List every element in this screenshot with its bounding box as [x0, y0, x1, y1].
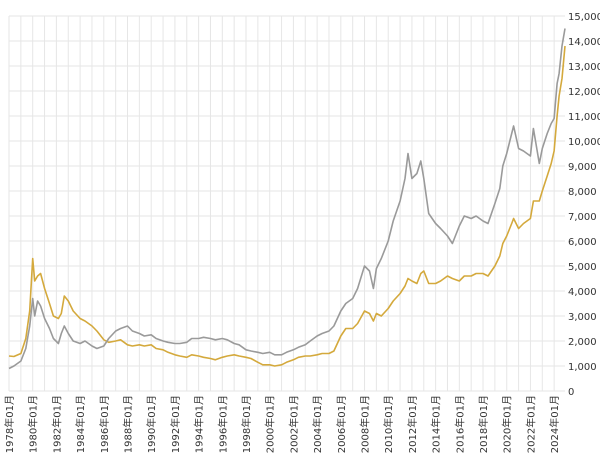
x-tick-label: 1994年01月	[193, 395, 206, 453]
y-tick-label: 2,000	[568, 337, 597, 348]
y-tick-label: 0	[568, 387, 574, 398]
y-tick-label: 7,000	[568, 212, 597, 223]
x-tick-label: 2022年01月	[524, 395, 537, 453]
x-tick-label: 2024年01月	[548, 395, 561, 453]
y-tick-label: 13,000	[568, 62, 600, 73]
x-tick-label: 2012年01月	[406, 395, 419, 453]
x-tick-label: 2010年01月	[382, 395, 395, 453]
y-tick-label: 8,000	[568, 187, 597, 198]
y-tick-label: 14,000	[568, 37, 600, 48]
y-axis: 0 1,000 2,000 3,000 4,000 5,000 6,000 7,000 8,00…	[568, 12, 600, 398]
x-tick-label: 1986年01月	[98, 395, 111, 453]
x-tick-label: 2002年01月	[287, 395, 300, 453]
x-tick-label: 2018年01月	[477, 395, 490, 453]
x-tick-label: 2000年01月	[264, 395, 277, 453]
x-tick-label: 1998年01月	[240, 395, 253, 453]
x-tick-label: 1984年01月	[74, 395, 87, 453]
x-tick-label: 1982年01月	[50, 395, 63, 453]
series-line	[8, 28, 566, 370]
gridlines	[8, 15, 565, 392]
y-tick-label: 10,000	[568, 137, 600, 148]
x-tick-label: 2004年01月	[311, 395, 324, 453]
y-tick-label: 6,000	[568, 237, 597, 248]
y-tick-label: 1,000	[568, 362, 597, 373]
y-tick-label: 4,000	[568, 287, 597, 298]
y-tick-label: 12,000	[568, 87, 600, 98]
x-axis: 1978年01月 1980年01月 1982年01月 1984年01月 1986年01月…	[3, 395, 561, 453]
x-tick-label: 1996年01月	[216, 395, 229, 453]
y-tick-label: 3,000	[568, 312, 597, 323]
x-tick-label: 2016年01月	[453, 395, 466, 453]
x-tick-label: 2006年01月	[335, 395, 348, 453]
x-tick-label: 2020年01月	[501, 395, 514, 453]
series-lines	[8, 28, 566, 370]
x-tick-label: 2014年01月	[430, 395, 443, 453]
x-tick-label: 1978年01月	[3, 395, 16, 453]
y-tick-label: 15,000	[568, 12, 600, 23]
x-tick-label: 1990年01月	[145, 395, 158, 453]
series-line	[8, 45, 566, 367]
x-tick-label: 1992年01月	[169, 395, 182, 453]
x-tick-label: 1988年01月	[122, 395, 135, 453]
y-tick-label: 11,000	[568, 112, 600, 123]
x-tick-label: 1980年01月	[27, 395, 40, 453]
y-tick-label: 5,000	[568, 262, 597, 273]
x-tick-label: 2008年01月	[359, 395, 372, 453]
y-tick-label: 9,000	[568, 162, 597, 173]
